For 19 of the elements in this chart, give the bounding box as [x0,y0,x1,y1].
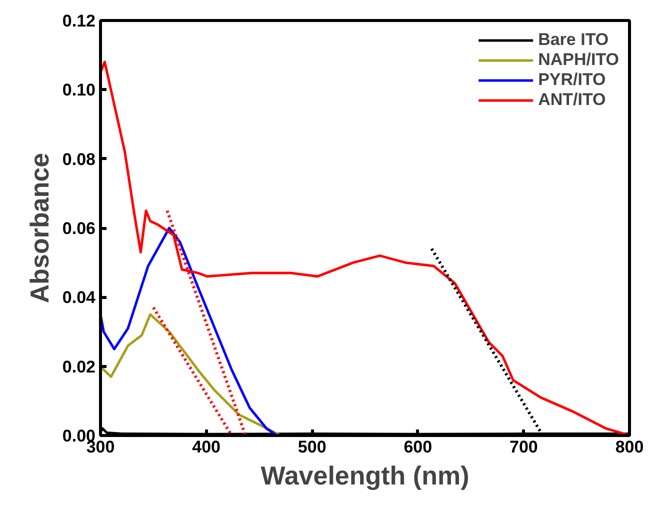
y-tick-label: 0.12 [62,12,96,30]
x-tick-label: 600 [404,438,432,456]
legend-label: NAPH/ITO [538,50,619,70]
x-tick-label: 700 [510,438,538,456]
x-tick-label: 500 [298,438,326,456]
y-tick-label: 0.06 [62,219,96,238]
y-tick-label: 0.10 [62,80,96,100]
legend-label: PYR/ITO [538,70,606,90]
legend-label: ANT/ITO [538,90,606,110]
x-axis-title: Wavelength (nm) [260,460,470,490]
y-tick-label: 0.02 [62,357,96,376]
line-series [100,313,282,436]
legend-label: Bare ITO [538,30,609,50]
y-tick-label: 0.08 [62,150,96,169]
x-tick-label: 400 [192,438,220,456]
line-series [100,226,278,436]
y-axis-title: Absorbance [24,152,54,304]
x-tick-label: 800 [615,438,644,456]
y-tick-label: 0.04 [62,288,96,308]
